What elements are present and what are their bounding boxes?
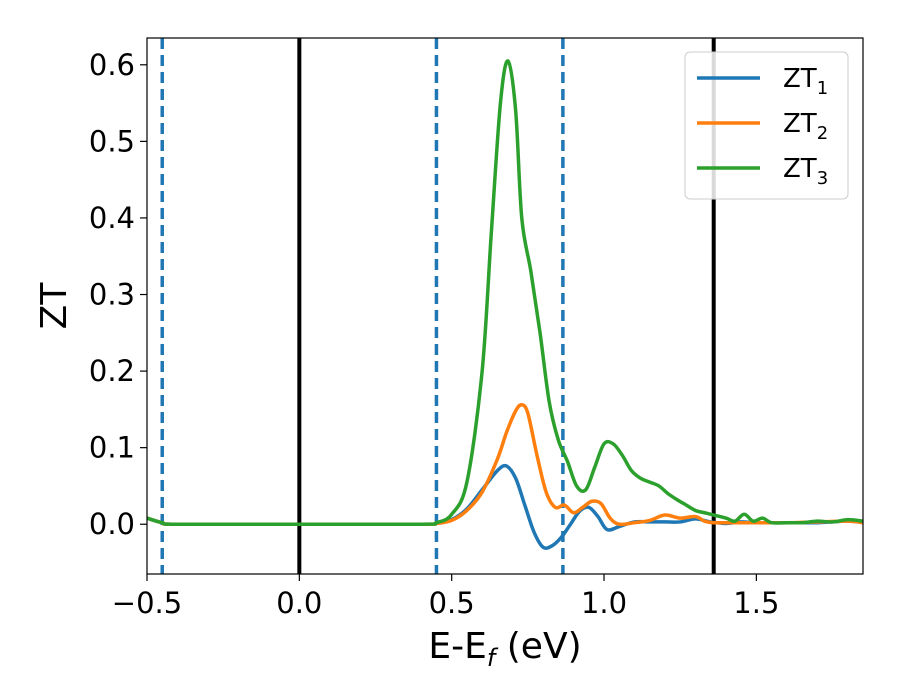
x-axis-label: E-Ef (eV) [428,626,581,672]
x-tick-label: 0.5 [429,586,475,620]
x-axis-label-tail: (eV) [495,626,581,667]
x-tick-label: 0.0 [276,586,322,620]
legend-label-zt1: ZT1 [783,64,828,99]
legend-label-zt3: ZT3 [783,154,828,189]
series-line-zt3 [147,59,863,527]
y-tick-label: 0.4 [89,201,135,235]
x-axis-label-main: E-E [428,626,486,667]
y-tick-label: 0.6 [89,48,135,82]
y-tick-label: 0.0 [89,507,135,541]
legend-frame [684,51,849,200]
legend: ZT1 ZT2 ZT3 [684,51,849,200]
x-tick-label: −0.5 [112,586,182,620]
y-tick-label: 0.5 [89,124,135,158]
y-tick-label: 0.2 [89,354,135,388]
legend-label-zt2: ZT2 [783,109,828,144]
x-tick-label: 1.5 [733,586,779,620]
y-axis-label: ZT [34,282,75,330]
y-tick-label: 0.1 [89,431,135,465]
x-tick-label: 1.0 [581,586,627,620]
y-tick-label: 0.3 [89,278,135,312]
plot-frame [146,37,864,575]
